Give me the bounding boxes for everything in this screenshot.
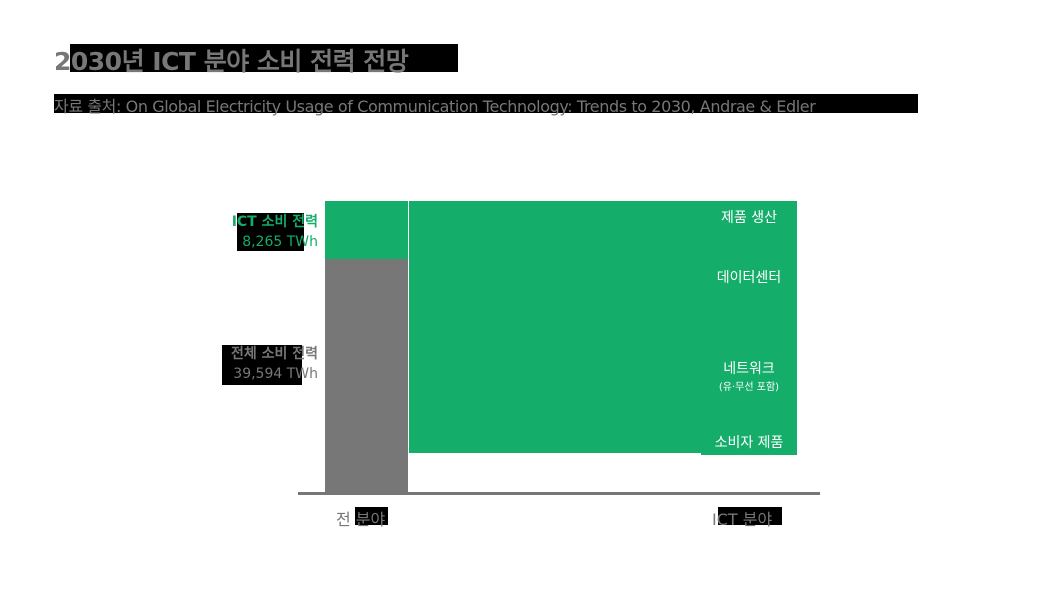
total-power-label: 전체 소비 전력 39,594 TWh — [231, 344, 318, 384]
x-axis-line — [298, 492, 820, 495]
axis-label-all: 전 분야 — [336, 510, 386, 529]
segment-network: 네트워크 — [723, 361, 775, 377]
segment-consumer: 소비자 제품 — [714, 435, 784, 451]
segment-production: 제품 생산 — [721, 210, 777, 226]
axis-label-ict: ICT 분야 — [712, 510, 773, 529]
ict-share-bar — [325, 201, 408, 259]
page-title: 2030년 ICT 분야 소비 전력 전망 — [54, 47, 409, 76]
axis-label-highlight-2 — [718, 507, 782, 525]
source-caption: 자료 출처: On Global Electricity Usage of Co… — [54, 97, 816, 116]
title-highlight — [70, 44, 458, 72]
total-label-highlight — [222, 345, 302, 385]
ict-power-label: ICT 소비 전력 8,265 TWh — [232, 212, 318, 252]
segment-network-sub: (유·무선 포함) — [718, 382, 780, 393]
subtitle-highlight — [54, 94, 918, 113]
axis-label-highlight-1 — [355, 507, 388, 525]
total-power-value: 39,594 TWh — [233, 366, 318, 382]
ict-label-highlight — [237, 213, 304, 251]
ict-power-value: 8,265 TWh — [242, 234, 318, 250]
consumer-tab — [701, 440, 797, 455]
segment-datacenter: 데이터센터 — [716, 270, 782, 286]
ict-power-title: ICT 소비 전력 — [231, 214, 318, 230]
ict-breakdown-block — [409, 201, 797, 453]
total-bar — [325, 259, 408, 493]
total-power-title: 전체 소비 전력 — [230, 346, 318, 362]
